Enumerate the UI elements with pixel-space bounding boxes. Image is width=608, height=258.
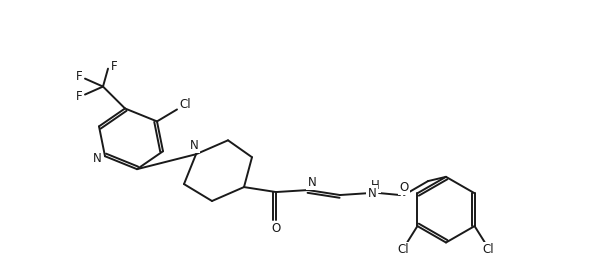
Text: O: O xyxy=(399,181,409,194)
Text: N: N xyxy=(92,152,102,165)
Text: F: F xyxy=(111,60,117,73)
Text: Cl: Cl xyxy=(179,98,191,111)
Text: N: N xyxy=(368,187,376,199)
Text: Cl: Cl xyxy=(483,244,494,256)
Text: Cl: Cl xyxy=(398,244,409,256)
Text: O: O xyxy=(271,222,281,235)
Text: F: F xyxy=(75,70,82,83)
Text: F: F xyxy=(75,90,82,103)
Text: N: N xyxy=(308,176,316,189)
Text: H: H xyxy=(371,179,379,192)
Text: N: N xyxy=(190,139,198,152)
